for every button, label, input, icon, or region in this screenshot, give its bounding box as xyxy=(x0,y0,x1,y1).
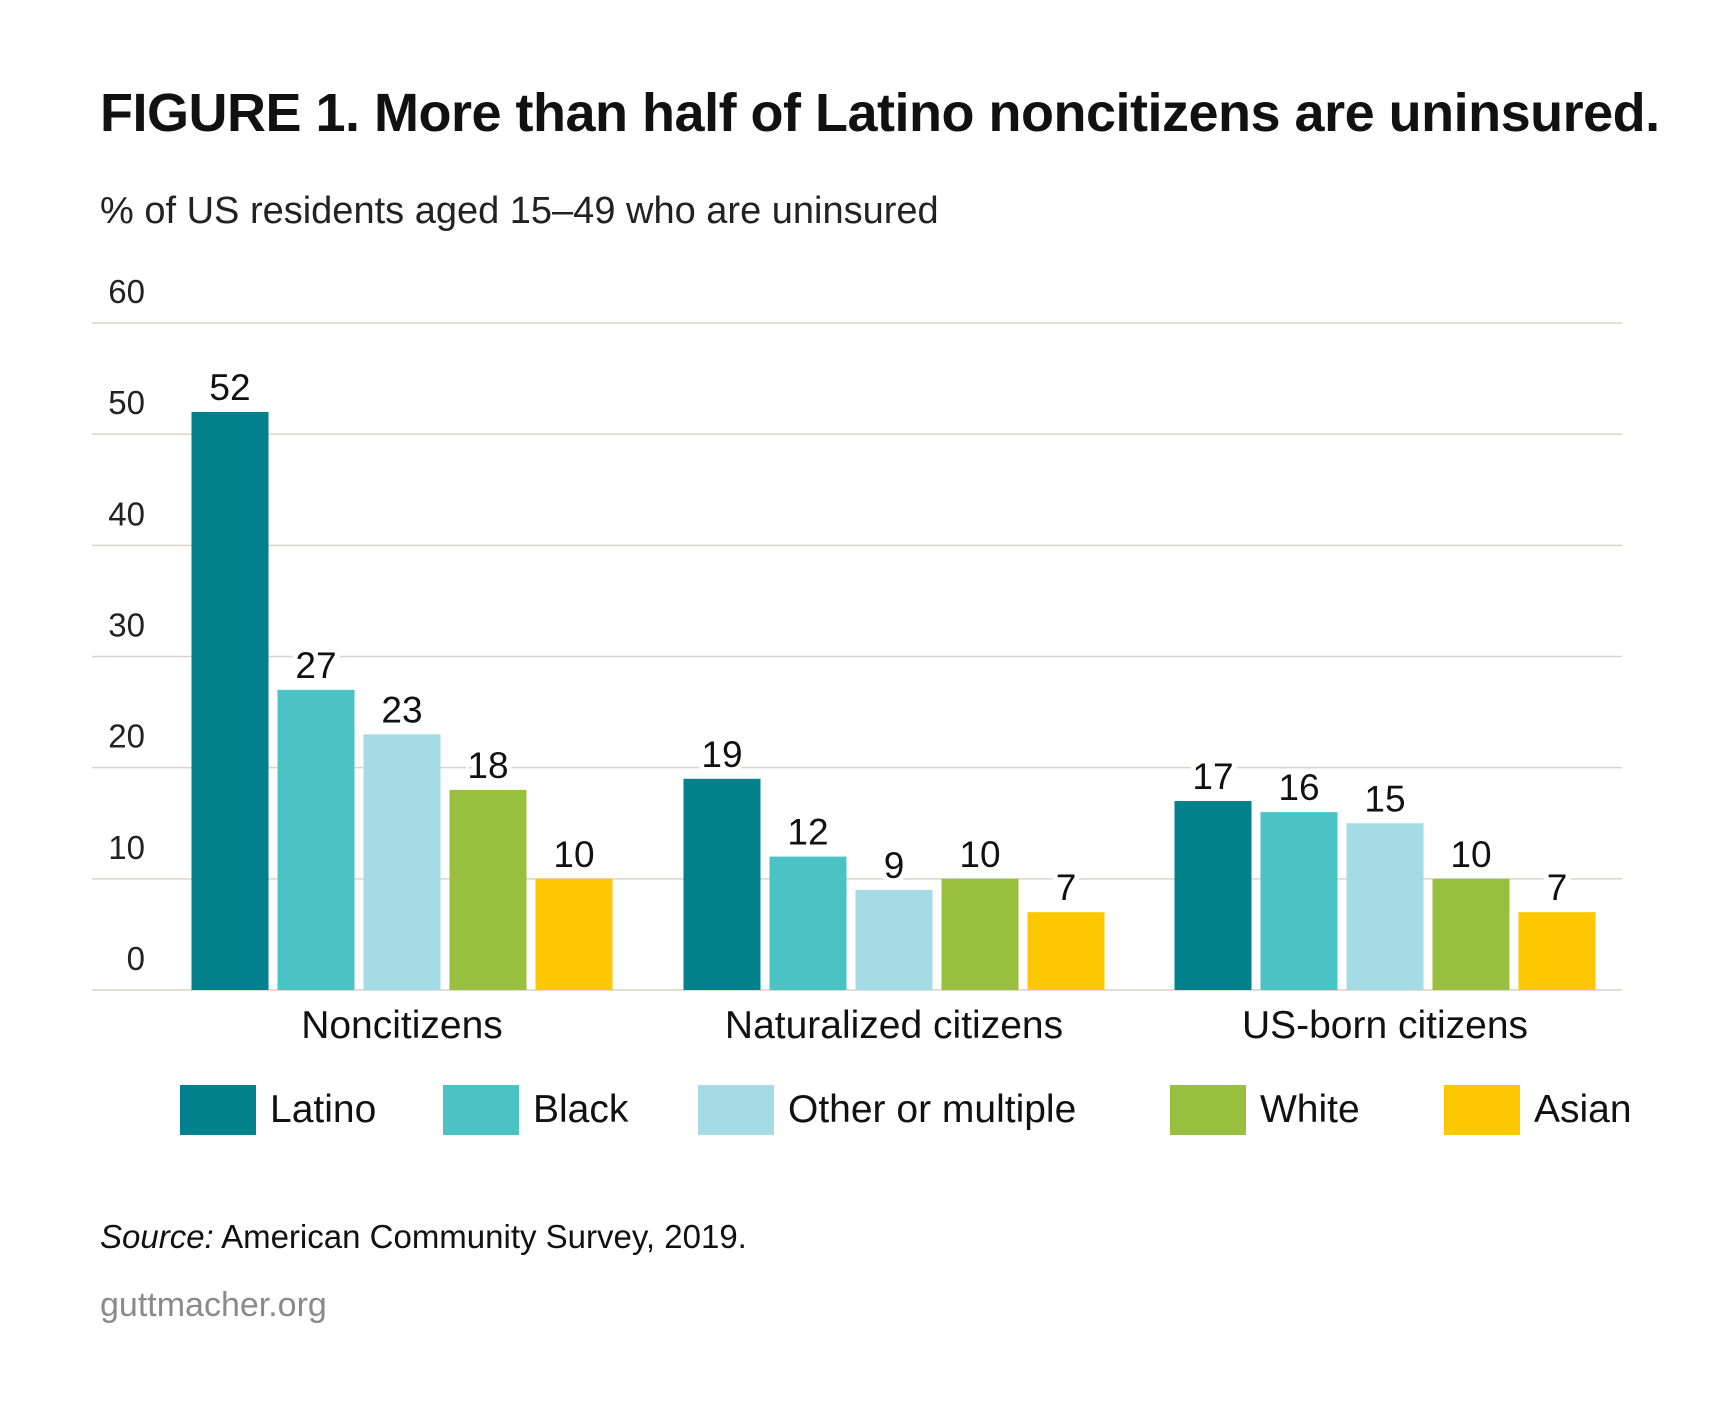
legend-swatch xyxy=(1444,1085,1520,1135)
category-label: Naturalized citizens xyxy=(725,1004,1063,1047)
data-label: 10 xyxy=(553,834,594,875)
bar xyxy=(941,878,1019,990)
legend-swatch xyxy=(443,1085,519,1135)
data-label: 12 xyxy=(787,812,828,853)
bar xyxy=(1027,912,1105,990)
bar xyxy=(277,689,355,990)
data-label: 16 xyxy=(1278,767,1319,808)
bar xyxy=(769,856,847,990)
legend-item: Latino xyxy=(180,1085,376,1135)
legend-label: Asian xyxy=(1534,1088,1632,1131)
site-url: guttmacher.org xyxy=(100,1286,327,1324)
legend-label: Latino xyxy=(270,1088,377,1131)
bar xyxy=(1174,801,1252,990)
y-tick-label: 10 xyxy=(108,829,145,866)
legend-item: Other or multiple xyxy=(698,1085,1076,1135)
data-label: 10 xyxy=(1450,834,1491,875)
legend-item: White xyxy=(1170,1085,1360,1135)
category-label: US-born citizens xyxy=(1242,1004,1528,1047)
data-label: 7 xyxy=(1547,867,1568,908)
y-axis-label: % of US residents aged 15–49 who are uni… xyxy=(100,190,939,232)
legend-label: Other or multiple xyxy=(788,1088,1077,1131)
legend-swatch xyxy=(1170,1085,1246,1135)
y-tick-label: 30 xyxy=(108,607,145,644)
source-label: Source: xyxy=(100,1218,214,1255)
bar xyxy=(449,789,527,990)
data-label: 18 xyxy=(467,745,508,786)
bar xyxy=(191,411,269,990)
legend-swatch xyxy=(698,1085,774,1135)
data-label: 15 xyxy=(1364,778,1405,819)
bar xyxy=(855,889,933,990)
bar xyxy=(363,734,441,990)
data-label: 27 xyxy=(295,645,336,686)
source-note: Source: American Community Survey, 2019. xyxy=(100,1218,747,1256)
source-text: American Community Survey, 2019. xyxy=(213,1218,747,1255)
legend-item: Asian xyxy=(1444,1085,1632,1135)
data-label: 23 xyxy=(381,689,422,730)
bar xyxy=(1518,912,1596,990)
data-label: 9 xyxy=(884,845,905,886)
category-label: Noncitizens xyxy=(301,1004,503,1047)
legend-label: White xyxy=(1260,1088,1360,1131)
y-tick-label: 50 xyxy=(108,384,145,421)
chart-title: FIGURE 1. More than half of Latino nonci… xyxy=(100,83,1660,143)
data-label: 10 xyxy=(959,834,1000,875)
bar xyxy=(683,778,761,990)
legend-item: Black xyxy=(443,1085,628,1135)
y-tick-label: 20 xyxy=(108,718,145,755)
bar xyxy=(1346,823,1424,990)
y-tick-label: 40 xyxy=(108,495,145,532)
bar xyxy=(1260,812,1338,990)
legend-swatch xyxy=(180,1085,256,1135)
data-label: 7 xyxy=(1056,867,1077,908)
bar xyxy=(1432,878,1510,990)
data-label: 52 xyxy=(209,367,250,408)
data-label: 17 xyxy=(1192,756,1233,797)
data-label: 19 xyxy=(701,734,742,775)
y-tick-label: 0 xyxy=(127,940,145,977)
y-tick-label: 60 xyxy=(108,273,145,310)
bar xyxy=(535,878,613,990)
legend-label: Black xyxy=(533,1088,629,1131)
